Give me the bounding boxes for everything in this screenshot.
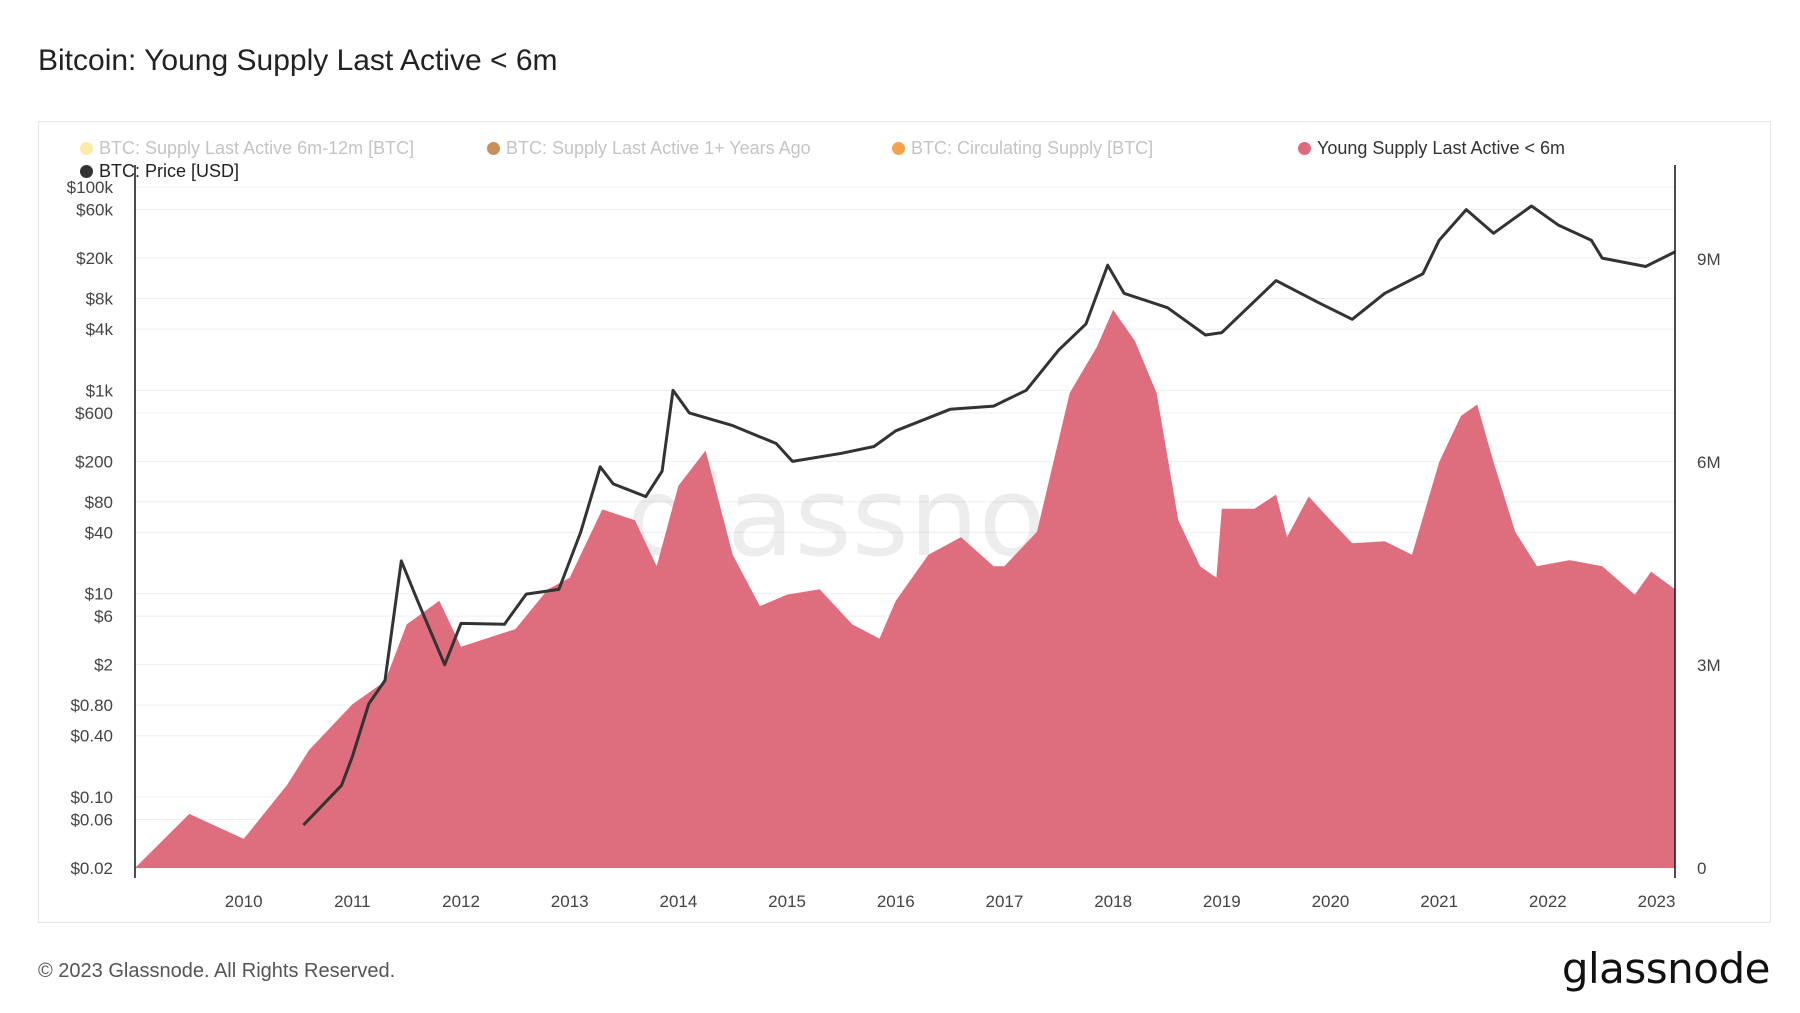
legend-item-circulating-supply[interactable]: BTC: Circulating Supply [BTC] <box>892 138 1153 159</box>
y-right-tick-label: 0 <box>1697 859 1706 878</box>
x-tick-label: 2017 <box>986 892 1024 911</box>
y-left-tick-label: $10 <box>85 585 113 604</box>
x-tick-label: 2012 <box>442 892 480 911</box>
price-line <box>302 204 1676 827</box>
x-tick-label: 2018 <box>1094 892 1132 911</box>
y-left-tick-label: $200 <box>75 452 113 471</box>
x-tick-label: 2022 <box>1529 892 1567 911</box>
legend-item-price[interactable]: BTC: Price [USD] <box>80 161 239 182</box>
y-left-tick-label: $6 <box>94 607 113 626</box>
y-right-tick-label: 9M <box>1697 250 1721 269</box>
legend-dot-icon <box>487 142 500 155</box>
y-left-tick-label: $100k <box>67 178 114 197</box>
legend-dot-icon <box>80 165 93 178</box>
x-tick-label: 2011 <box>334 892 371 911</box>
y-right-tick-label: 3M <box>1697 656 1721 675</box>
y-left-tick-label: $1k <box>86 381 114 400</box>
legend-dot-icon <box>80 142 93 155</box>
legend-label: BTC: Price [USD] <box>99 161 240 181</box>
x-tick-label: 2014 <box>659 892 697 911</box>
legend-label: BTC: Supply Last Active 6m-12m [BTC] <box>99 138 415 158</box>
y-left-tick-label: $0.10 <box>70 788 113 807</box>
y-left-tick-label: $0.02 <box>70 859 113 878</box>
y-left-tick-label: $80 <box>85 493 113 512</box>
chart-container <box>38 121 1771 923</box>
x-tick-label: 2023 <box>1638 892 1676 911</box>
x-tick-label: 2015 <box>768 892 806 911</box>
legend-item-supply-6m-12m[interactable]: BTC: Supply Last Active 6m-12m [BTC] <box>80 138 414 159</box>
x-tick-label: 2021 <box>1420 892 1458 911</box>
legend-dot-icon <box>1298 142 1311 155</box>
x-tick-label: 2016 <box>877 892 915 911</box>
y-left-tick-label: $0.06 <box>70 810 113 829</box>
legend-item-supply-1y[interactable]: BTC: Supply Last Active 1+ Years Ago <box>487 138 811 159</box>
legend-item-young-supply[interactable]: Young Supply Last Active < 6m <box>1298 138 1565 159</box>
y-left-tick-label: $60k <box>76 201 113 220</box>
glassnode-logo: glassnode <box>1561 944 1771 993</box>
young-supply-area <box>135 309 1675 868</box>
legend-label: BTC: Circulating Supply [BTC] <box>911 138 1154 158</box>
legend-label: BTC: Supply Last Active 1+ Years Ago <box>506 138 811 158</box>
y-left-tick-label: $20k <box>76 249 113 268</box>
x-tick-label: 2010 <box>225 892 263 911</box>
copyright-footer: © 2023 Glassnode. All Rights Reserved. <box>38 960 396 982</box>
y-right-tick-label: 6M <box>1697 453 1721 472</box>
x-tick-label: 2020 <box>1312 892 1350 911</box>
legend-label: Young Supply Last Active < 6m <box>1317 138 1566 158</box>
y-left-tick-label: $40 <box>85 523 113 542</box>
y-left-tick-label: $0.40 <box>70 727 113 746</box>
y-left-tick-label: $4k <box>86 320 114 339</box>
y-left-tick-label: $0.80 <box>70 696 113 715</box>
y-left-tick-label: $600 <box>75 404 113 423</box>
x-tick-label: 2019 <box>1203 892 1241 911</box>
x-tick-label: 2013 <box>551 892 589 911</box>
legend-dot-icon <box>892 142 905 155</box>
y-left-tick-label: $8k <box>86 290 114 309</box>
y-left-tick-label: $2 <box>94 656 113 675</box>
chart-title: Bitcoin: Young Supply Last Active < 6m <box>38 44 558 77</box>
